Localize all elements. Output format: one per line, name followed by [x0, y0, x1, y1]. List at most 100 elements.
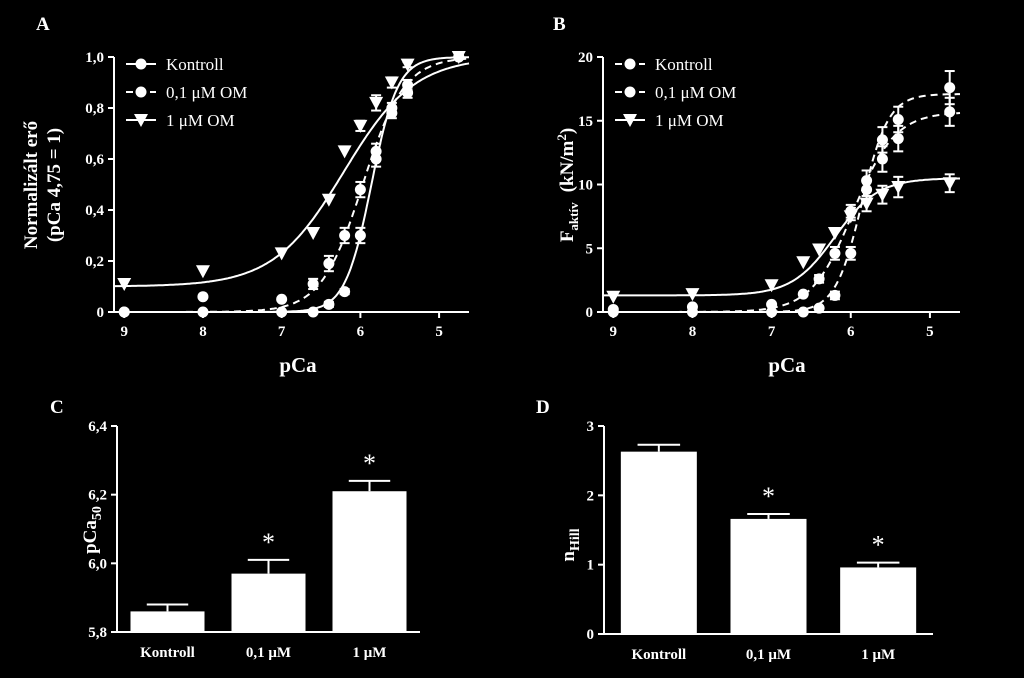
panel-c-significance-star: *	[262, 528, 275, 557]
panel-c-category-label: 1 μM	[353, 645, 387, 661]
panel-c-plot: 5,8 6,0 6,2 6,4 Kontroll 0,1 μM * 1 μM *	[88, 419, 420, 661]
panel-a-series-1-point	[339, 286, 351, 298]
panel-b-series-1-point	[813, 302, 825, 314]
panel-a-series-3-point	[274, 247, 289, 261]
panel-b-series-2-point	[607, 303, 619, 315]
panel-b-legend-marker	[624, 86, 636, 98]
panel-b-x-tick-label: 7	[768, 324, 776, 340]
panel-c-ylabel-main: pCa	[80, 520, 101, 554]
panel-d-ylabel-main: n	[558, 551, 579, 562]
panel-b-legend-label: Kontroll	[655, 55, 713, 74]
panel-c-ylabel: pCa50	[80, 506, 105, 554]
panel-b-series-3-point	[859, 197, 874, 211]
panel-b-series-3-point	[843, 210, 858, 224]
panel-a-series-3-point	[451, 51, 466, 64]
panel-a-series-2-point	[370, 145, 382, 157]
panel-a-xlabel: pCa	[279, 353, 317, 377]
panel-d-letter: D	[536, 397, 550, 418]
panel-c-category-label: 0,1 μM	[246, 645, 291, 661]
panel-d-bar	[620, 451, 697, 634]
panel-a-legend-marker	[135, 86, 147, 98]
panel-b-legend-label: 0,1 μM OM	[655, 83, 736, 102]
panel-c-bar	[130, 611, 205, 632]
panel-b-series-1-fit-curve	[603, 93, 960, 313]
panel-d-category-label: 1 μM	[861, 647, 895, 663]
panel-a-legend-label: Kontroll	[166, 55, 224, 74]
panel-a-letter: A	[36, 14, 50, 35]
panel-b: B pCa Faktív (kN/m2) 9 8 7 6 5 0 5 10 15 20 Kontrol…	[553, 14, 961, 377]
panel-b-y-tick-label: 20	[578, 50, 593, 66]
panel-a-series-2-point	[276, 293, 288, 305]
panel-d-ylabel: nHill	[558, 528, 583, 561]
panel-a-x-tick-label: 7	[278, 324, 286, 340]
panel-d-y-tick-label: 3	[587, 419, 595, 435]
panel-b-series-3-point	[875, 188, 890, 202]
panel-a-series-1-point	[307, 306, 319, 318]
panel-b-series-2-point	[686, 301, 698, 313]
panel-b-letter: B	[553, 14, 566, 35]
panel-b-series-2-point	[766, 298, 778, 310]
panel-a-ylabel-line2: (pCa 4,75 = 1)	[44, 128, 65, 242]
panel-d-bar	[730, 518, 807, 634]
panel-b-x-tick-label: 5	[926, 324, 934, 340]
panel-b-xlabel: pCa	[768, 353, 806, 377]
panel-a-series-3-point	[306, 226, 321, 240]
panel-a-plot: 9 8 7 6 5 0 0,2 0,4 0,6 0,8 1,0 Kontroll 0,1 μM OM 1 …	[85, 50, 470, 340]
panel-a-legend-label: 1 μM OM	[166, 111, 235, 130]
panel-a-y-tick-label: 0,4	[85, 203, 104, 219]
panel-b-series-1-point	[892, 113, 904, 125]
panel-b-legend-marker	[624, 58, 636, 70]
panel-b-x-tick-label: 6	[847, 324, 855, 340]
panel-a-series-3-point	[384, 76, 399, 90]
panel-c-bar	[231, 573, 306, 632]
panel-a-series-3-point	[369, 96, 384, 110]
panel-a-x-tick-label: 5	[435, 324, 443, 340]
panel-b-y-tick-label: 5	[586, 241, 594, 257]
panel-b-series-2-fit-curve	[603, 112, 961, 313]
panel-b-series-2-point	[797, 288, 809, 300]
panel-b-series-3-point	[764, 279, 779, 293]
panel-b-series-1-point	[845, 247, 857, 259]
panel-a-series-1-point	[276, 306, 288, 318]
panel-b-ylabel-sub: aktív	[566, 202, 581, 231]
panel-a-legend-label: 0,1 μM OM	[166, 83, 247, 102]
panel-d-significance-star: *	[762, 482, 775, 511]
panel-a-x-tick-label: 8	[199, 324, 207, 340]
panel-a-series-3-point	[353, 119, 368, 133]
panel-a-y-tick-label: 0,6	[85, 152, 104, 168]
panel-c-y-tick-label: 6,4	[88, 419, 107, 435]
panel-d-y-tick-label: 1	[587, 558, 595, 574]
panel-b-ylabel-sup: 2	[554, 134, 569, 141]
panel-a-series-3-point	[195, 265, 210, 279]
panel-b-series-1-point	[944, 82, 956, 94]
panel-b-series-2-point	[861, 184, 873, 196]
panel-b-legend-marker	[623, 114, 637, 127]
panel-a-y-tick-label: 1,0	[85, 50, 104, 66]
panel-d-y-tick-label: 0	[587, 627, 595, 643]
panel-b-series-1-point	[876, 134, 888, 146]
panel-d-ylabel-sub: Hill	[568, 528, 583, 551]
panel-a-x-tick-label: 6	[357, 324, 365, 340]
panel-a-x-tick-label: 9	[120, 324, 128, 340]
panel-a-y-tick-label: 0,2	[85, 254, 104, 270]
panel-b-series-1-point	[766, 306, 778, 318]
panel-a-y-tick-label: 0	[97, 305, 105, 321]
panel-b-series-2-point	[944, 106, 956, 118]
panel-a-series-1-point	[323, 298, 335, 310]
panel-b-y-tick-label: 15	[578, 114, 593, 130]
panel-d-plot: 0 1 2 3 Kontroll 0,1 μM * 1 μM *	[587, 419, 933, 663]
panel-b-x-tick-label: 9	[610, 324, 618, 340]
panel-a-legend-marker	[135, 58, 147, 70]
panel-a-series-2-point	[118, 306, 130, 318]
panel-c-category-label: Kontroll	[140, 645, 195, 661]
panel-c-significance-star: *	[363, 449, 376, 478]
panel-a-series-3-point	[321, 193, 336, 207]
panel-a: A pCa Normalizált erő (pCa 4,75 = 1) 9 8 7…	[21, 14, 470, 377]
panel-c-letter: C	[50, 397, 64, 418]
panel-b-series-2-point	[813, 273, 825, 285]
panel-d: D nHill 0 1 2 3 Kontroll 0,1 μM * 1 μM *	[536, 397, 933, 663]
panel-b-series-3-point	[942, 177, 957, 191]
panel-b-series-2-point	[876, 153, 888, 165]
panel-b-series-2-point	[892, 133, 904, 145]
panel-b-series-3-fit-curve	[603, 177, 960, 297]
